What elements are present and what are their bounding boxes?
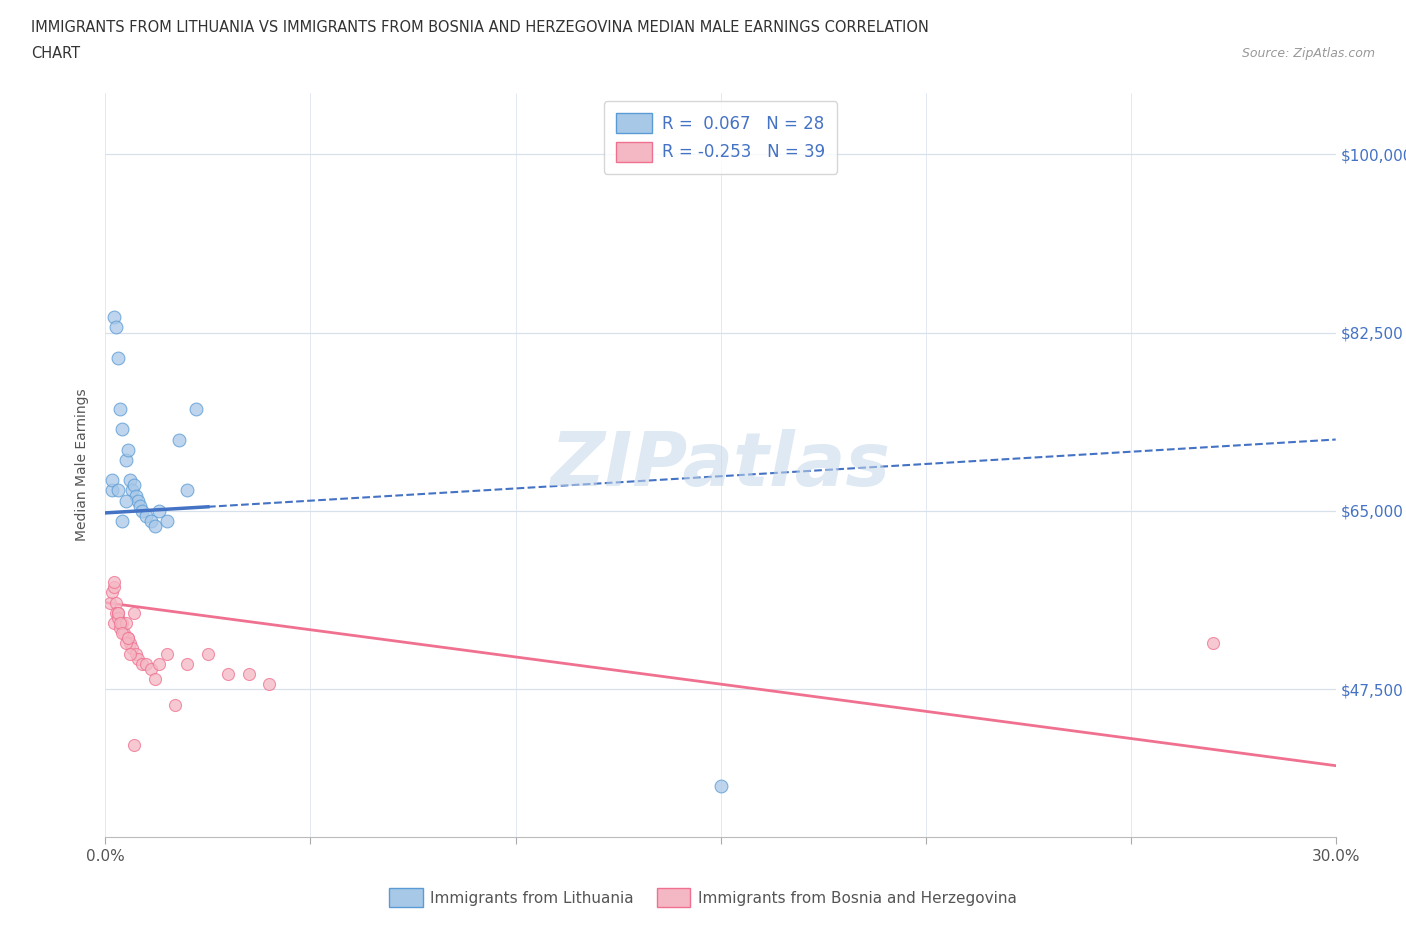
Legend: Immigrants from Lithuania, Immigrants from Bosnia and Herzegovina: Immigrants from Lithuania, Immigrants fr… <box>382 883 1024 913</box>
Point <box>111 616 134 631</box>
Point <box>121 641 143 656</box>
Text: IMMIGRANTS FROM LITHUANIA VS IMMIGRANTS FROM BOSNIA AND HERZEGOVINA MEDIAN MALE : IMMIGRANTS FROM LITHUANIA VS IMMIGRANTS … <box>31 20 929 35</box>
Point <box>143 671 166 686</box>
Point <box>1201 636 1223 651</box>
Point <box>127 651 149 666</box>
Point <box>115 636 138 651</box>
Point <box>122 737 145 752</box>
Y-axis label: Median Male Earnings: Median Male Earnings <box>76 389 90 541</box>
Point <box>103 616 125 631</box>
Point <box>125 488 148 503</box>
Point <box>117 443 139 458</box>
Point <box>108 616 131 631</box>
Point <box>176 657 198 671</box>
Point <box>131 657 153 671</box>
Point <box>115 493 138 508</box>
Text: ZIPatlas: ZIPatlas <box>551 429 890 501</box>
Point <box>122 605 145 620</box>
Point <box>107 483 129 498</box>
Point <box>127 493 149 508</box>
Point <box>218 667 240 682</box>
Point <box>165 698 187 712</box>
Point <box>156 646 179 661</box>
Point <box>156 513 179 528</box>
Text: Source: ZipAtlas.com: Source: ZipAtlas.com <box>1241 46 1375 60</box>
Legend: R =  0.067   N = 28, R = -0.253   N = 39: R = 0.067 N = 28, R = -0.253 N = 39 <box>605 101 837 174</box>
Point <box>100 472 122 487</box>
Point <box>103 575 125 590</box>
Point <box>169 432 191 447</box>
Point <box>107 351 129 365</box>
Point <box>108 402 131 417</box>
Point <box>104 605 127 620</box>
Point <box>107 610 129 625</box>
Point <box>135 657 157 671</box>
Point <box>710 778 733 793</box>
Point <box>238 667 260 682</box>
Point <box>121 483 143 498</box>
Point <box>111 626 134 641</box>
Point <box>176 483 198 498</box>
Point <box>148 657 170 671</box>
Point <box>108 620 131 635</box>
Point <box>112 626 135 641</box>
Point <box>111 513 134 528</box>
Text: CHART: CHART <box>31 46 80 61</box>
Point <box>129 498 152 513</box>
Point <box>122 478 145 493</box>
Point <box>197 646 219 661</box>
Point <box>104 595 127 610</box>
Point <box>259 677 281 692</box>
Point <box>139 513 162 528</box>
Point <box>103 580 125 595</box>
Point <box>107 605 129 620</box>
Point <box>117 631 139 645</box>
Point <box>100 483 122 498</box>
Point <box>120 646 141 661</box>
Point <box>103 310 125 325</box>
Point <box>111 422 134 437</box>
Point <box>135 509 157 524</box>
Point <box>115 616 138 631</box>
Point <box>120 636 141 651</box>
Point <box>120 472 141 487</box>
Point <box>125 646 148 661</box>
Point <box>143 519 166 534</box>
Point <box>139 661 162 676</box>
Point <box>100 585 122 600</box>
Point <box>148 503 170 518</box>
Point <box>184 402 207 417</box>
Point <box>115 453 138 468</box>
Point <box>98 595 121 610</box>
Point <box>104 320 127 335</box>
Point <box>131 503 153 518</box>
Point <box>117 631 139 645</box>
Point <box>107 605 129 620</box>
